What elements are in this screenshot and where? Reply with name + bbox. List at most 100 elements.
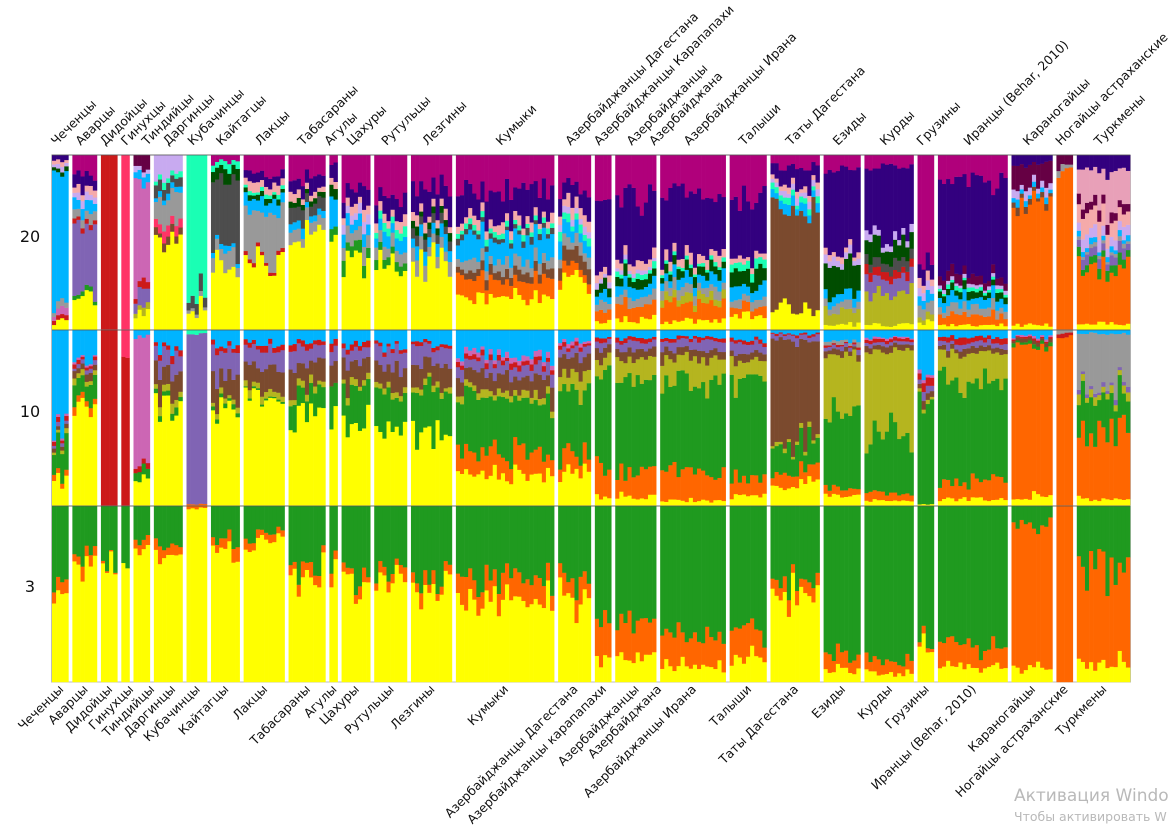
- segment-salmon: [741, 258, 747, 265]
- segment-orange: [619, 304, 624, 323]
- segment-yellow: [198, 295, 204, 331]
- segment-green: [345, 405, 351, 438]
- segment-indigo: [496, 191, 502, 226]
- segment-yellow: [1125, 667, 1131, 683]
- segment-blue: [570, 231, 575, 243]
- segment-magenta: [419, 155, 424, 182]
- segment-brown: [505, 369, 510, 391]
- segment-orange: [647, 466, 653, 495]
- segment-olive: [390, 392, 395, 400]
- segment-green: [1097, 506, 1102, 550]
- segment-orange: [443, 560, 449, 571]
- segment-brown: [942, 344, 947, 350]
- segment-darkgreen: [439, 205, 444, 213]
- segment-yellow: [386, 592, 391, 683]
- segment-yellow: [619, 491, 624, 507]
- segment-red: [598, 338, 604, 344]
- segment-orange: [594, 618, 600, 656]
- segment-blue: [296, 330, 302, 340]
- segment-darkgreen: [668, 274, 673, 282]
- segment-yellow: [754, 315, 759, 331]
- segment-yellow: [684, 317, 690, 331]
- segment-darkgreen: [231, 164, 236, 175]
- segment-red: [897, 338, 902, 342]
- segment-darkgreen: [909, 231, 914, 249]
- segment-indigo: [529, 183, 534, 223]
- segment-orange: [762, 647, 767, 663]
- segment-dark: [157, 179, 163, 192]
- segment-purple: [227, 345, 232, 370]
- segment-brown: [721, 351, 726, 360]
- segment-indigo: [1125, 155, 1131, 171]
- segment-blue: [1084, 247, 1090, 253]
- segment-mint: [660, 275, 665, 279]
- segment-blue: [697, 330, 702, 338]
- segment-yellow: [1044, 323, 1049, 331]
- segment-brown: [394, 360, 400, 393]
- segment-salmon: [827, 254, 833, 262]
- segment-purple: [1113, 257, 1119, 266]
- segment-gray: [215, 238, 220, 250]
- segment-indigo: [1036, 155, 1041, 165]
- segment-purple: [954, 344, 959, 350]
- segment-green: [415, 506, 420, 584]
- segment-purple: [680, 337, 686, 348]
- segment-gray: [488, 255, 494, 264]
- segment-indigo: [737, 210, 743, 256]
- segment-orange: [166, 547, 171, 555]
- segment-yellow: [210, 272, 216, 331]
- segment-yellow: [672, 670, 677, 683]
- segment-blue: [329, 330, 334, 344]
- segment-red: [1040, 336, 1045, 339]
- segment-orange: [831, 660, 837, 673]
- segment-yellow: [137, 555, 142, 683]
- segment-green: [1076, 405, 1082, 438]
- segment-yellow: [942, 324, 947, 331]
- segment-lilac: [848, 244, 853, 254]
- segment-purple: [80, 359, 85, 364]
- segment-yellow: [607, 657, 612, 683]
- segment-olive: [713, 299, 718, 306]
- segment-yellow: [190, 508, 195, 683]
- segment-magenta: [897, 155, 902, 169]
- segment-yellow: [844, 324, 849, 331]
- segment-purple: [1089, 385, 1094, 390]
- segment-yellow: [145, 544, 151, 683]
- segment-purple: [884, 343, 890, 348]
- segment-yellow: [954, 326, 959, 331]
- segment-yellow: [410, 261, 416, 331]
- segment-gray: [529, 268, 534, 278]
- segment-salmon: [60, 161, 65, 167]
- population-bar-3: [121, 506, 130, 683]
- segment-blue: [394, 330, 400, 342]
- segment-lilac: [782, 190, 788, 198]
- segment-red: [56, 315, 61, 320]
- segment-orange: [1068, 506, 1074, 683]
- segment-blue: [243, 191, 249, 206]
- segment-blue: [550, 233, 555, 258]
- segment-purple: [786, 334, 792, 340]
- segment-maroon: [1125, 203, 1131, 212]
- segment-orange: [684, 641, 690, 667]
- segment-lilac: [84, 191, 90, 200]
- segment-yellow: [639, 498, 645, 507]
- segment-dark: [219, 172, 224, 244]
- segment-orange: [684, 302, 690, 318]
- segment-red: [92, 356, 98, 361]
- segment-orange: [991, 473, 996, 500]
- segment-red: [750, 340, 755, 345]
- segment-orange: [1003, 647, 1008, 669]
- segment-olive: [603, 357, 608, 371]
- segment-red: [713, 337, 718, 342]
- segment-green: [484, 506, 489, 565]
- segment-blue: [529, 330, 534, 360]
- segment-pink: [537, 349, 543, 357]
- segment-yellow: [259, 534, 265, 683]
- segment-dark: [231, 174, 236, 244]
- segment-gray: [664, 280, 669, 292]
- segment-magenta: [362, 155, 367, 187]
- segment-brown: [974, 347, 980, 354]
- segment-dark: [496, 239, 502, 245]
- segment-mint: [162, 182, 167, 190]
- segment-yellow: [243, 549, 249, 683]
